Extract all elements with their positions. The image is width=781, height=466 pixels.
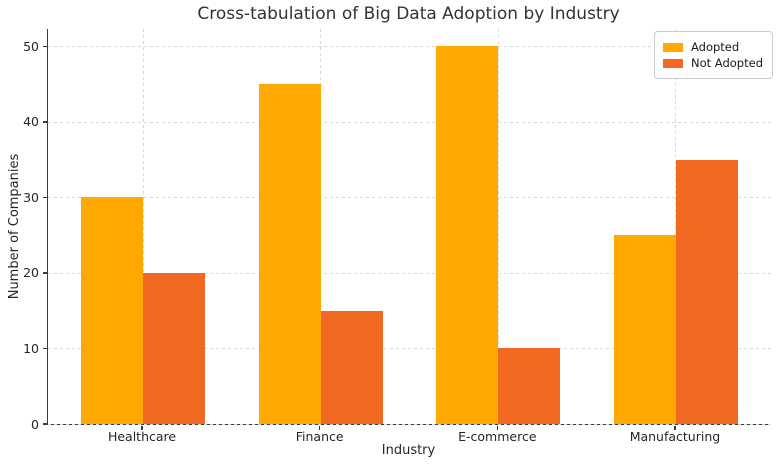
plot-area (47, 29, 771, 425)
y-tick-label: 10 (23, 340, 39, 356)
bar-not-adopted-finance (320, 310, 383, 424)
y-tick (43, 272, 47, 274)
y-axis-label: Number of Companies (7, 153, 22, 300)
h-gridline (48, 121, 771, 123)
y-tick (43, 45, 47, 48)
y-tick-label: 20 (23, 265, 39, 281)
h-gridline (48, 46, 771, 48)
bar-not-adopted-manufacturing (675, 159, 739, 424)
adopted-swatch-icon (663, 42, 683, 52)
chart-title: Cross-tabulation of Big Data Adoption by… (197, 4, 620, 24)
y-tick (43, 121, 47, 123)
h-gridline (48, 197, 771, 199)
h-gridline (48, 348, 771, 350)
y-tick-label: 50 (23, 38, 39, 54)
y-tick-label: 40 (23, 114, 39, 130)
y-tick (43, 347, 47, 350)
x-tick-label: Finance (295, 429, 344, 444)
v-gridline (142, 29, 144, 424)
bar-not-adopted-e-commerce (498, 348, 561, 424)
x-axis-label: Industry (381, 443, 436, 458)
x-tick (318, 425, 321, 430)
v-gridline (320, 29, 322, 424)
x-tick (141, 425, 143, 430)
h-gridline (48, 424, 771, 425)
legend-item-not-adopted: Not Adopted (663, 56, 763, 70)
y-tick (43, 423, 47, 425)
x-tick (674, 425, 676, 430)
legend-label-adopted: Adopted (691, 40, 740, 54)
bar-adopted-healthcare (80, 197, 144, 424)
bar-not-adopted-healthcare (143, 272, 206, 424)
h-gridline (48, 272, 771, 274)
y-tick (43, 196, 47, 199)
y-tick-label: 0 (31, 416, 39, 432)
x-tick-label: E-commerce (458, 429, 537, 444)
v-gridline (497, 29, 499, 424)
x-tick-label: Manufacturing (629, 429, 721, 444)
x-tick (496, 425, 499, 430)
x-tick-label: Healthcare (107, 429, 177, 444)
bar-adopted-manufacturing (613, 235, 676, 424)
legend-label-not-adopted: Not Adopted (691, 56, 763, 70)
y-tick-label: 30 (23, 189, 39, 205)
legend: Adopted Not Adopted (654, 31, 773, 79)
not-adopted-swatch-icon (663, 58, 683, 68)
bar-adopted-e-commerce (436, 46, 499, 424)
legend-item-adopted: Adopted (663, 40, 763, 54)
bar-adopted-finance (258, 84, 321, 424)
